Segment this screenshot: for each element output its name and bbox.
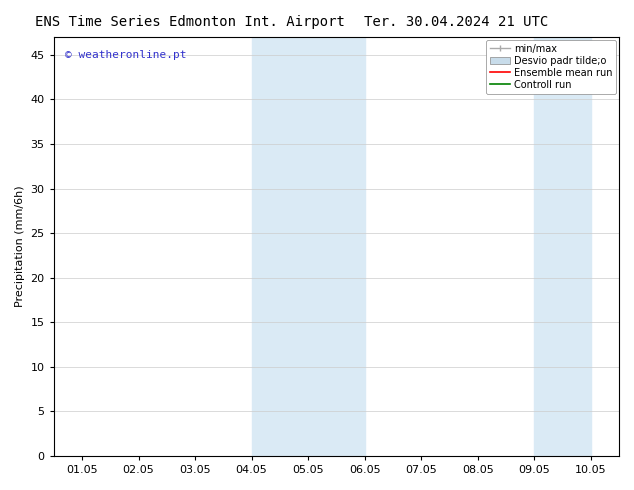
Bar (252, 37, 365, 456)
Text: © weatheronline.pt: © weatheronline.pt (65, 49, 186, 60)
Bar (534, 37, 591, 456)
Y-axis label: Precipitation (mm/6h): Precipitation (mm/6h) (15, 186, 25, 307)
Text: ENS Time Series Edmonton Int. Airport: ENS Time Series Edmonton Int. Airport (36, 15, 345, 29)
Legend: min/max, Desvio padr tilde;o, Ensemble mean run, Controll run: min/max, Desvio padr tilde;o, Ensemble m… (486, 40, 616, 94)
Text: Ter. 30.04.2024 21 UTC: Ter. 30.04.2024 21 UTC (365, 15, 548, 29)
